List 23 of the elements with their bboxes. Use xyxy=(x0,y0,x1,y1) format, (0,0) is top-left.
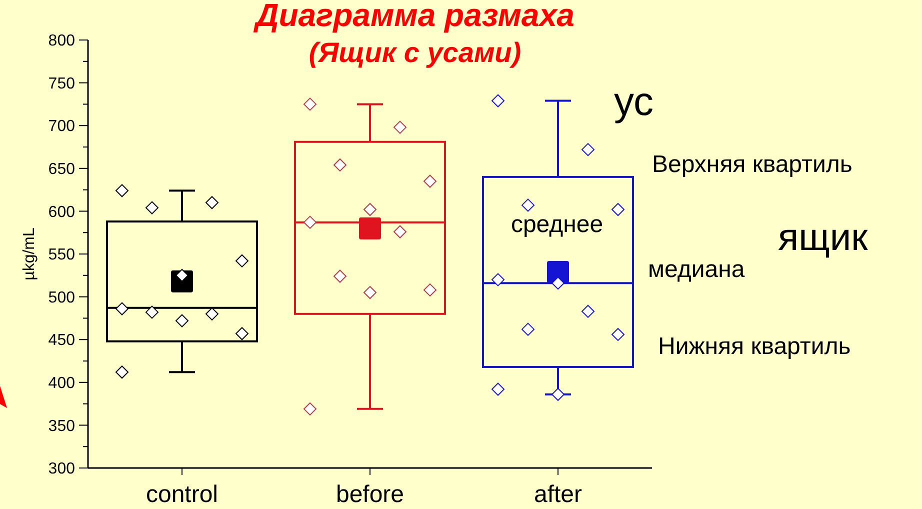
y-tick-label: 300 xyxy=(48,460,76,478)
y-tick-label: 650 xyxy=(48,161,76,178)
y-tick-label: 450 xyxy=(48,332,76,350)
x-tick-label: after xyxy=(534,481,582,508)
text: Нижняя квартиль xyxy=(658,333,851,360)
y-tick-label: 550 xyxy=(48,246,76,264)
chart-subtitle: (Ящик с усами) xyxy=(308,37,522,68)
x-tick-label: control xyxy=(146,481,218,508)
y-tick-label: 350 xyxy=(48,418,76,435)
y-tick-label: 600 xyxy=(48,204,76,221)
text: ящик xyxy=(778,217,868,259)
y-tick-label: 700 xyxy=(48,118,76,136)
chart-title: Диаграмма размаха xyxy=(252,0,574,33)
y-axis-title: µkg/mL xyxy=(21,228,38,280)
y-tick-label: 500 xyxy=(48,289,76,306)
annotation: ус xyxy=(614,80,654,124)
annotation: Верхняя квартиль xyxy=(652,151,852,178)
x-tick-label: before xyxy=(336,481,404,508)
y-tick-label: 750 xyxy=(48,75,76,92)
y-tick-label: 800 xyxy=(48,32,76,50)
annotation: медиана xyxy=(648,256,746,283)
y-tick-label: 400 xyxy=(48,375,76,392)
annotation: среднее xyxy=(510,211,604,238)
